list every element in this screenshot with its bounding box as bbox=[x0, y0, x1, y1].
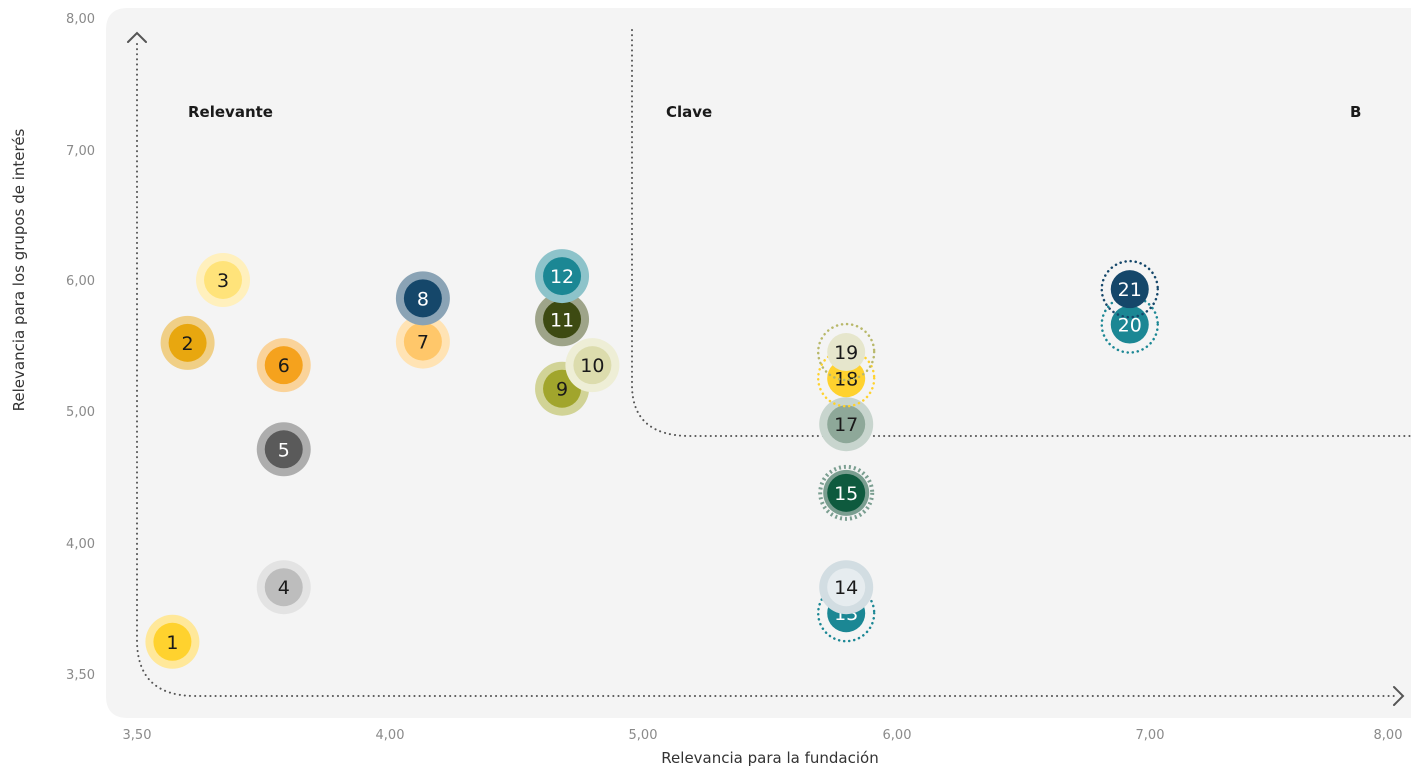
x-axis-ticks: 3,50 4,00 5,00 6,00 7,00 8,00 bbox=[123, 728, 1403, 743]
point-label: 12 bbox=[550, 266, 574, 288]
point-label: 8 bbox=[417, 288, 429, 310]
bubble bbox=[827, 333, 866, 372]
data-point-1: 1 bbox=[145, 614, 200, 669]
point-label: 4 bbox=[278, 577, 290, 599]
data-point-5: 5 bbox=[256, 422, 311, 477]
gear-ring bbox=[818, 464, 875, 521]
data-point-8: 8 bbox=[395, 271, 450, 326]
point-label: 7 bbox=[417, 332, 429, 354]
data-point-2: 2 bbox=[160, 315, 215, 370]
quadrant-label-clave: Clave bbox=[666, 103, 712, 121]
right-arrow-icon bbox=[1393, 686, 1405, 706]
data-point-3: 3 bbox=[196, 253, 251, 307]
bubble bbox=[827, 359, 866, 398]
data-point-4: 4 bbox=[256, 560, 311, 615]
x-tick-label: 3,50 bbox=[123, 728, 152, 743]
data-point-12: 12 bbox=[535, 249, 590, 304]
bubble bbox=[543, 257, 582, 296]
point-label: 21 bbox=[1118, 279, 1142, 301]
quadrant-label-relevante: Relevante bbox=[188, 103, 273, 121]
x-axis-title: Relevancia para la fundación bbox=[661, 749, 878, 767]
bubble bbox=[827, 568, 866, 607]
point-label: 5 bbox=[278, 439, 290, 461]
vertical-axis-line bbox=[136, 43, 1397, 697]
y-tick-label: 3,50 bbox=[66, 668, 95, 683]
point-label: 2 bbox=[182, 333, 194, 355]
x-tick-label: 5,00 bbox=[629, 728, 658, 743]
data-point-15: 15 bbox=[818, 464, 875, 521]
data-point-17: 17 bbox=[819, 397, 874, 452]
y-axis-title: Relevancia para los grupos de interés bbox=[10, 128, 28, 411]
bubble bbox=[403, 322, 442, 361]
point-label: 3 bbox=[217, 270, 229, 292]
data-point-7: 7 bbox=[395, 314, 450, 369]
dotted-ring bbox=[1100, 259, 1160, 319]
bubble bbox=[264, 346, 303, 385]
data-point-14: 14 bbox=[819, 560, 874, 615]
point-label: 18 bbox=[834, 368, 858, 390]
y-tick-label: 8,00 bbox=[66, 12, 95, 27]
bubble bbox=[1110, 305, 1149, 344]
point-label: 1 bbox=[166, 632, 178, 654]
plot-background bbox=[106, 8, 1411, 718]
bubble bbox=[204, 261, 243, 299]
point-label: 14 bbox=[834, 577, 858, 599]
dotted-axes bbox=[127, 29, 1411, 706]
bubble bbox=[827, 473, 866, 512]
quadrant-label-b: B bbox=[1350, 103, 1361, 121]
bubble bbox=[168, 323, 207, 362]
data-point-18: 18 bbox=[816, 349, 876, 408]
y-tick-label: 5,00 bbox=[66, 405, 95, 420]
data-point-11: 11 bbox=[535, 292, 590, 347]
point-label: 9 bbox=[556, 379, 568, 401]
y-tick-label: 4,00 bbox=[66, 537, 95, 552]
point-label: 19 bbox=[834, 342, 858, 364]
x-tick-label: 7,00 bbox=[1136, 728, 1165, 743]
data-point-21: 21 bbox=[1100, 259, 1160, 319]
data-point-6: 6 bbox=[256, 338, 311, 393]
quadrant-divider-line bbox=[631, 29, 1411, 437]
bubble bbox=[1110, 270, 1149, 309]
data-point-19: 19 bbox=[816, 322, 876, 382]
y-tick-label: 7,00 bbox=[66, 144, 95, 159]
y-axis-ticks: 8,00 7,00 6,00 5,00 4,00 3,50 bbox=[66, 12, 95, 683]
bubble bbox=[264, 430, 303, 469]
bubble bbox=[543, 300, 582, 339]
point-label: 6 bbox=[278, 355, 290, 377]
point-label: 17 bbox=[834, 414, 858, 436]
bubble bbox=[573, 346, 612, 385]
point-label: 15 bbox=[834, 483, 858, 505]
point-label: 10 bbox=[580, 355, 604, 377]
point-label: 20 bbox=[1118, 315, 1142, 337]
y-tick-label: 6,00 bbox=[66, 274, 95, 289]
data-point-10: 10 bbox=[565, 338, 620, 393]
x-tick-label: 8,00 bbox=[1374, 728, 1403, 743]
point-label: 11 bbox=[550, 309, 574, 331]
up-arrow-icon bbox=[127, 31, 147, 43]
x-tick-label: 4,00 bbox=[376, 728, 405, 743]
x-tick-label: 6,00 bbox=[883, 728, 912, 743]
bubble bbox=[153, 622, 192, 661]
bubble bbox=[827, 405, 866, 444]
bubble bbox=[264, 568, 303, 607]
dotted-ring bbox=[816, 322, 876, 382]
data-points: 1234567891011121314151718192021 bbox=[145, 249, 1160, 669]
bubble bbox=[403, 279, 442, 318]
